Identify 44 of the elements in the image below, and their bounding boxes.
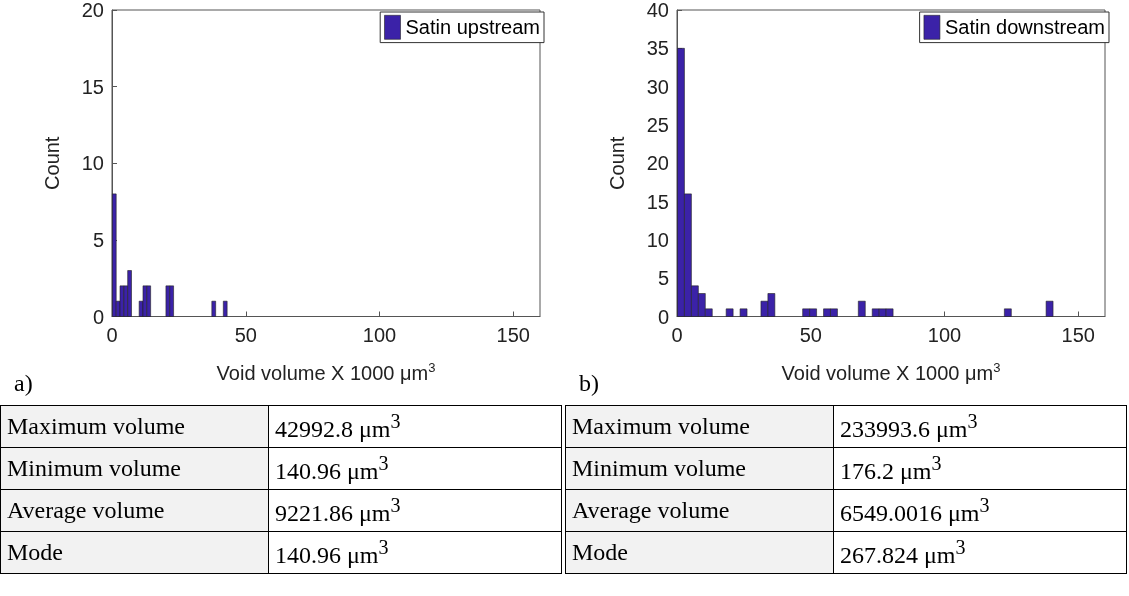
y-tick-label: 0 [92, 305, 104, 328]
text: 140.96 μm$^{3}$ [268, 447, 562, 490]
text: Average volume [565, 489, 834, 532]
text: 233993.6 μm$^{3}$ [833, 405, 1127, 448]
text: Maximum volume [565, 405, 834, 448]
x-tick-label: 150 [1061, 323, 1095, 346]
y-tick-label: 20 [646, 152, 669, 175]
y-tick-label: 35 [646, 37, 669, 60]
y-tick-label: 10 [646, 228, 669, 251]
y-tick-label: 5 [92, 228, 104, 251]
text: Mode [0, 531, 269, 574]
y-tick-label: 15 [81, 75, 104, 98]
text: Minimum volume [565, 447, 834, 490]
x-tick-label: 100 [927, 323, 962, 346]
x-tick-label: 0 [106, 323, 118, 346]
text: b) [579, 370, 599, 397]
y-tick-label: 30 [646, 75, 669, 98]
y-axis-title: Count [606, 136, 628, 190]
x-tick-label: 100 [362, 323, 397, 346]
y-tick-label: 20 [81, 0, 104, 21]
text: Minimum volume [0, 447, 269, 490]
x-tick-label: 50 [234, 323, 257, 346]
text: 176.2 μm$^{3}$ [833, 447, 1127, 490]
x-tick-label: 50 [799, 323, 822, 346]
y-tick-label: 10 [81, 152, 104, 175]
text: Average volume [0, 489, 269, 532]
y-tick-label: 15 [646, 190, 669, 213]
text: Mode [565, 531, 834, 574]
y-tick-label: 5 [657, 267, 669, 290]
text: 140.96 μm$^{3}$ [268, 531, 562, 574]
x-tick-label: 0 [671, 323, 683, 346]
text: Maximum volume [0, 405, 269, 448]
text: a) [14, 370, 33, 397]
y-tick-label: 0 [657, 305, 669, 328]
text: 267.824 μm$^{3}$ [833, 531, 1127, 574]
text: 6549.0016 μm$^{3}$ [833, 489, 1127, 532]
legend-label: Satin upstream [405, 16, 540, 39]
y-tick-label: 25 [646, 113, 669, 136]
x-tick-label: 150 [496, 323, 530, 346]
text: 42992.8 μm$^{3}$ [268, 405, 562, 448]
text: 9221.86 μm$^{3}$ [268, 489, 562, 532]
legend-label: Satin downstream [944, 16, 1105, 39]
y-tick-label: 40 [646, 0, 669, 21]
y-axis-title: Count [41, 136, 63, 190]
